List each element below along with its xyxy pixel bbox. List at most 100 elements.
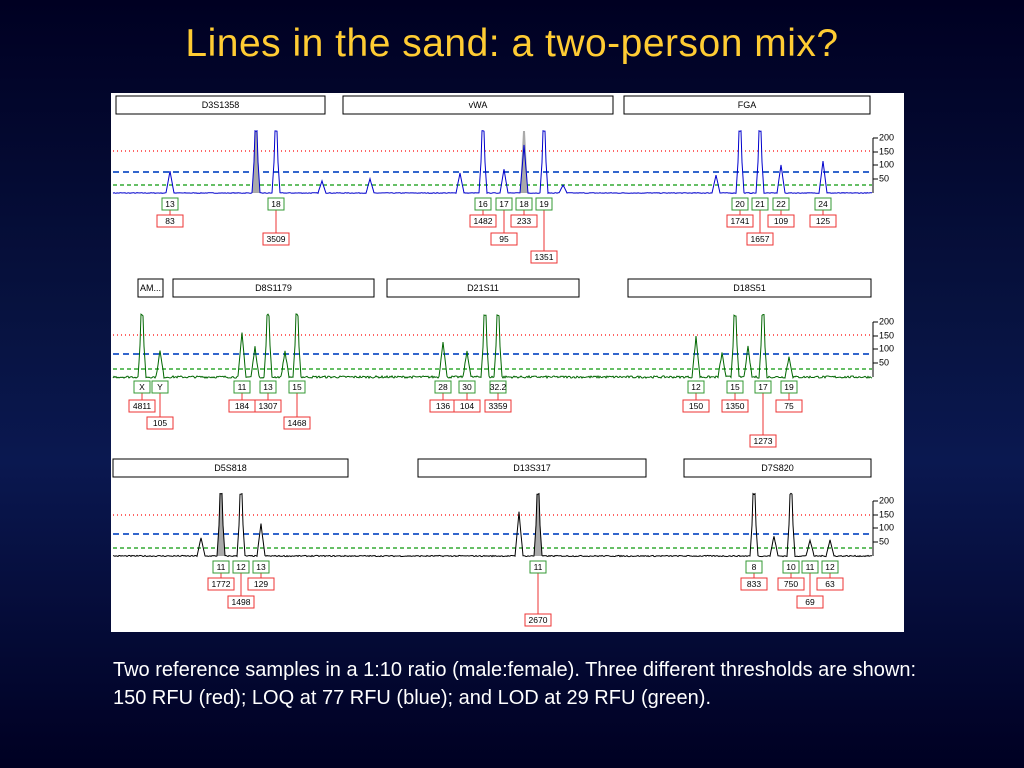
allele-label: X <box>139 382 145 392</box>
height-label: 2670 <box>529 615 548 625</box>
height-label: 1351 <box>535 252 554 262</box>
allele-box <box>474 197 492 211</box>
axis-tick-label: 150 <box>879 146 894 156</box>
allele-box <box>814 197 832 211</box>
height-box <box>726 214 754 228</box>
allele-box <box>745 560 763 574</box>
allele-label: 16 <box>478 199 488 209</box>
allele-label: 13 <box>263 382 273 392</box>
height-box <box>796 595 824 609</box>
allele-label: 11 <box>238 382 247 392</box>
height-label: 75 <box>784 401 794 411</box>
axis-tick-label: 150 <box>879 330 894 340</box>
height-label: 105 <box>153 418 167 428</box>
allele-label: 10 <box>786 562 796 572</box>
height-label: 63 <box>825 579 835 589</box>
allele-box <box>687 380 705 394</box>
locus-box <box>342 95 614 115</box>
height-box <box>749 434 777 448</box>
height-box <box>721 399 749 413</box>
locus-name: D18S51 <box>733 283 766 293</box>
allele-label: 19 <box>539 199 549 209</box>
allele-box <box>232 560 250 574</box>
allele-label: Y <box>157 382 163 392</box>
height-box <box>809 214 837 228</box>
locus-box <box>115 95 326 115</box>
allele-box <box>233 380 251 394</box>
height-box <box>775 399 803 413</box>
allele-label: 19 <box>784 382 794 392</box>
allele-box <box>288 380 306 394</box>
height-label: 1482 <box>474 216 493 226</box>
allele-label: 15 <box>292 382 302 392</box>
locus-name: AM... <box>140 283 161 293</box>
allele-box <box>726 380 744 394</box>
height-label: 109 <box>774 216 788 226</box>
allele-label: 18 <box>271 199 281 209</box>
height-label: 129 <box>254 579 268 589</box>
allele-label: 8 <box>752 562 757 572</box>
height-box <box>262 232 290 246</box>
height-label: 95 <box>499 234 509 244</box>
trace <box>112 492 873 558</box>
allele-label: 17 <box>499 199 509 209</box>
height-box <box>510 214 538 228</box>
allele-box <box>252 560 270 574</box>
height-box <box>490 232 518 246</box>
allele-box <box>751 197 769 211</box>
allele-label: 12 <box>691 382 701 392</box>
slide-title: Lines in the sand: a two-person mix? <box>185 22 839 65</box>
axis-tick-label: 50 <box>879 357 889 367</box>
locus-name: D8S1179 <box>255 283 292 293</box>
allele-box <box>780 380 798 394</box>
axis-tick-label: 150 <box>879 509 894 519</box>
allele-box <box>515 197 533 211</box>
locus-name: D13S317 <box>513 463 551 473</box>
allele-label: 13 <box>165 199 175 209</box>
allele-box <box>151 380 169 394</box>
axis-tick-label: 50 <box>879 536 889 546</box>
locus-name: D21S11 <box>467 283 499 293</box>
trace <box>112 130 873 195</box>
allele-box <box>133 380 151 394</box>
caption: Two reference samples in a 1:10 ratio (m… <box>113 659 916 709</box>
allele-box <box>801 560 819 574</box>
allele-label: 11 <box>217 562 226 572</box>
height-label: 69 <box>805 597 815 607</box>
height-label: 1657 <box>751 234 770 244</box>
allele-label: 11 <box>806 562 815 572</box>
allele-label: 18 <box>519 199 529 209</box>
shared-peak <box>520 131 528 193</box>
height-box <box>247 577 275 591</box>
allele-box <box>458 380 476 394</box>
locus-box <box>172 278 375 298</box>
height-box <box>254 399 282 413</box>
allele-label: 28 <box>438 382 448 392</box>
locus-name: D3S1358 <box>202 100 240 110</box>
height-label: 4811 <box>133 401 152 411</box>
height-label: 233 <box>517 216 531 226</box>
height-box <box>746 232 774 246</box>
axis-tick-label: 50 <box>879 173 889 183</box>
height-label: 3359 <box>489 401 508 411</box>
allele-box <box>267 197 285 211</box>
height-box <box>484 399 512 413</box>
allele-box <box>495 197 513 211</box>
axis-tick-label: 100 <box>879 522 894 532</box>
trace <box>112 313 873 380</box>
shared-peak <box>534 494 542 556</box>
allele-label: 22 <box>776 199 786 209</box>
allele-box <box>161 197 179 211</box>
allele-label: 17 <box>758 382 768 392</box>
allele-box <box>434 380 452 394</box>
height-label: 833 <box>747 579 761 589</box>
shared-peak <box>217 494 225 556</box>
height-label: 750 <box>784 579 798 589</box>
height-label: 150 <box>689 401 703 411</box>
height-label: 184 <box>235 401 249 411</box>
allele-label: 32.2 <box>490 382 507 392</box>
height-label: 1741 <box>731 216 750 226</box>
locus-box <box>627 278 872 298</box>
